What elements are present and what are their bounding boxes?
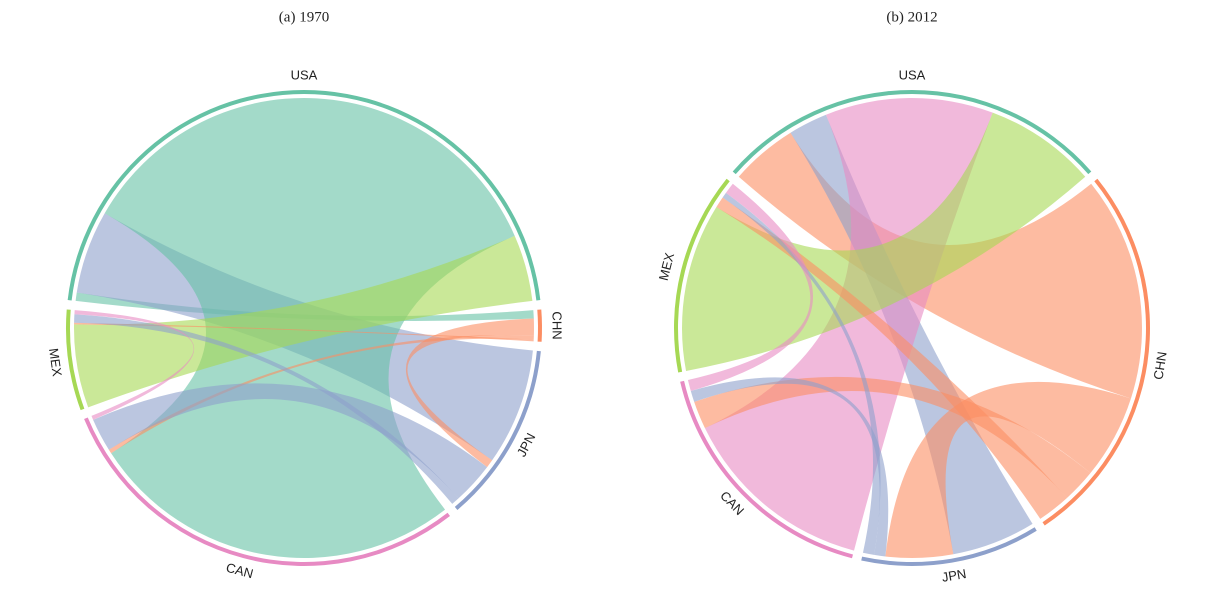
chart-title: (a) 1970 — [279, 9, 329, 25]
group-arc — [65, 309, 85, 411]
group-label: MEX — [46, 347, 65, 377]
group-arc — [732, 89, 1092, 175]
ribbon — [716, 197, 1068, 519]
ribbon — [93, 383, 488, 499]
group-label: CHN — [549, 311, 564, 339]
group-arc — [537, 309, 543, 342]
group-label: JPN — [514, 430, 539, 459]
ribbons — [682, 98, 1142, 558]
ribbons — [74, 97, 534, 559]
group-label: MEX — [656, 251, 677, 282]
group-arc — [861, 527, 1037, 566]
ribbon — [405, 318, 534, 468]
group-label: USA — [899, 67, 926, 82]
group-arc — [674, 178, 730, 373]
ribbon — [690, 377, 889, 557]
ribbon — [704, 98, 993, 551]
ribbon — [694, 376, 1091, 498]
ribbon — [74, 235, 533, 408]
ribbon — [108, 335, 534, 454]
group-label: CHN — [1151, 351, 1170, 381]
chart-title: (b) 2012 — [886, 9, 937, 25]
ribbon — [682, 112, 1086, 371]
ribbon — [74, 310, 195, 420]
group-label: USA — [291, 67, 318, 82]
ribbon — [885, 381, 1131, 558]
ribbon — [687, 183, 814, 391]
group-label: CAN — [225, 560, 255, 582]
group-label: JPN — [941, 566, 968, 585]
